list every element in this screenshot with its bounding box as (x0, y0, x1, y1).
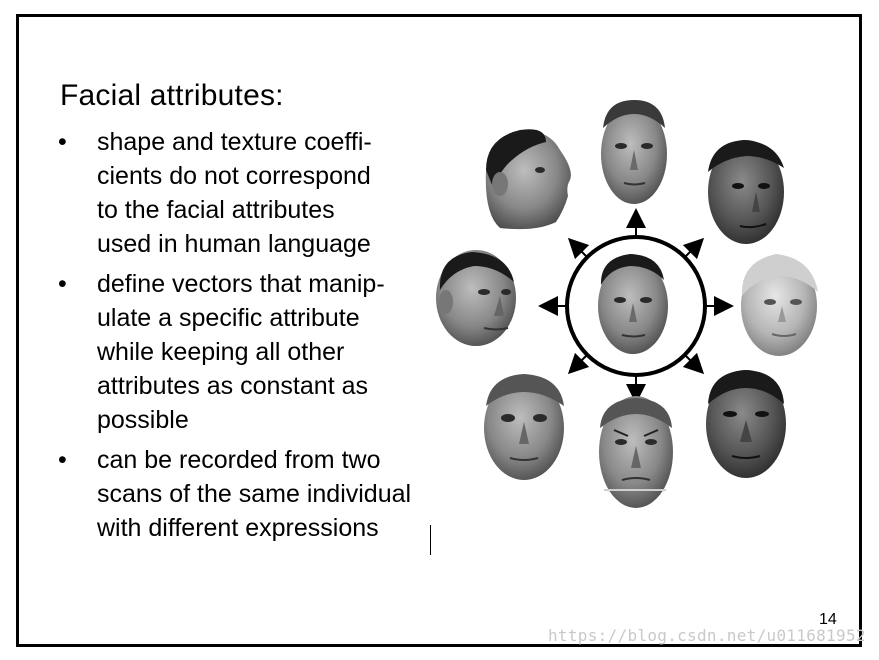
face-bottom-right (706, 370, 786, 478)
bullet-marker: • (58, 446, 67, 474)
bullet-marker: • (58, 270, 67, 298)
bullet-text: shape and texture coeffi- cients do not … (97, 128, 372, 258)
direction-arrows (538, 208, 734, 404)
face-right-female (741, 254, 818, 356)
slide-title: Facial attributes: (60, 79, 284, 112)
bullet-list: • shape and texture coeffi- cients do no… (55, 125, 465, 551)
bullet-text: can be recorded from two scans of the sa… (97, 446, 412, 542)
arrow-down-right-icon (682, 352, 705, 375)
face-bottom-left (484, 374, 564, 480)
center-face (598, 254, 668, 354)
text-cursor (430, 525, 431, 555)
bullet-text: define vectors that manip- ulate a speci… (97, 270, 385, 434)
slide: Facial attributes: • shape and texture c… (16, 14, 862, 647)
center-ring (565, 235, 707, 377)
face-top (601, 100, 667, 204)
face-top-left (485, 129, 571, 230)
arrow-up-right-icon (682, 237, 705, 260)
bullet-item: • shape and texture coeffi- cients do no… (55, 125, 465, 261)
arrow-up-left-icon (567, 237, 590, 260)
arrow-down-left-icon (567, 352, 590, 375)
face-left (436, 250, 516, 346)
watermark: https://blog.csdn.net/u011681952 (548, 626, 866, 645)
bullet-item: • can be recorded from two scans of the … (55, 443, 465, 545)
face-bottom (599, 396, 673, 508)
bullet-marker: • (58, 128, 67, 156)
bullet-item: • define vectors that manip- ulate a spe… (55, 267, 465, 437)
page-number: 14 (819, 611, 837, 628)
face-top-right (708, 140, 784, 244)
